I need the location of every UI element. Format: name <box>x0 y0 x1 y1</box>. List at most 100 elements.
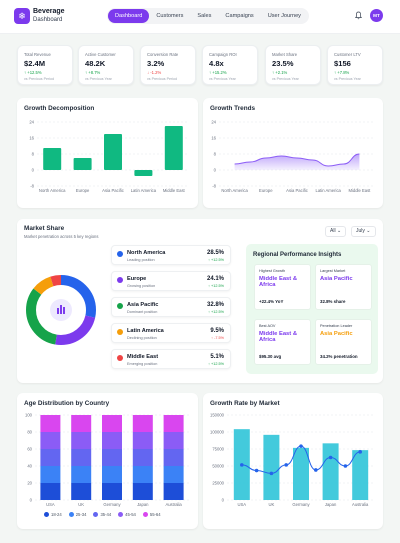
age-distribution-card: Age Distribution by Country 100 80 60 40 20 0… <box>17 393 198 529</box>
y-tick-label: 8 <box>214 152 217 157</box>
month-filter-dropdown[interactable]: July ⌄ <box>351 226 376 237</box>
insight-value: Middle East & Africa <box>259 276 298 289</box>
insight-card-largest-market[interactable]: Largest Market Asia Pacific 32.8% share <box>315 264 372 310</box>
x-tick-label: Japan <box>325 502 337 507</box>
y-tick-label: 0 <box>30 498 33 503</box>
trend-point <box>343 464 348 468</box>
insight-stat: $95.30 avg <box>259 354 282 359</box>
insight-label: Best AOV <box>259 324 276 328</box>
series-line <box>234 153 360 167</box>
stacked-bar-segment <box>163 483 184 500</box>
bar <box>104 134 122 170</box>
y-tick-label: -8 <box>30 184 34 189</box>
tab-dashboard[interactable]: Dashboard <box>108 9 150 23</box>
stacked-bar-segment <box>163 449 184 466</box>
market-share-item-middle-east[interactable]: Middle East Emerging position 5.1% ↑ +12… <box>111 349 231 369</box>
x-tick-label: Australia <box>352 502 369 507</box>
kpi-label: Campaign ROI <box>209 52 237 57</box>
market-share-item-europe[interactable]: Europe Growing position 24.1% ↑ +12.5% <box>111 271 231 291</box>
region-status: Emerging position <box>127 362 158 366</box>
y-tick-label: 75000 <box>212 447 224 452</box>
legend-item[interactable]: 25-34 <box>68 512 86 517</box>
region-share: 9.5% <box>210 328 224 334</box>
legend-item[interactable]: 45-54 <box>118 512 136 517</box>
x-tick-label: Australia <box>165 502 182 507</box>
region-status: Dominant position <box>127 310 158 314</box>
stacked-bar-segment <box>102 415 122 432</box>
kpi-card-market-share: Market Share 23.5% ↑ +2.1% vs Previous Y… <box>265 45 321 85</box>
bell-icon[interactable] <box>355 11 362 20</box>
kpi-value: $2.4M <box>24 59 46 68</box>
avatar[interactable]: MT <box>370 9 383 22</box>
regional-insights-panel: Regional Performance Insights Highest Gr… <box>246 244 378 374</box>
legend-dot <box>93 512 99 517</box>
stacked-bar-segment <box>163 432 184 449</box>
legend-item[interactable]: 55-64 <box>142 512 161 517</box>
y-tick-label: 60 <box>27 447 32 452</box>
card-title: Growth Trends <box>210 105 256 112</box>
kpi-label: Total Revenue <box>24 52 51 57</box>
market-share-donut <box>26 275 96 345</box>
kpi-delta: ↑ +12.5% <box>24 70 42 75</box>
tab-customers[interactable]: Customers <box>156 13 184 19</box>
snowflake-icon[interactable]: ❄ <box>14 8 30 24</box>
region-filter-dropdown[interactable]: All ⌄ <box>325 226 347 237</box>
stacked-bar-segment <box>40 466 61 483</box>
y-tick-label: 100000 <box>210 430 225 435</box>
main-nav: Dashboard Customers Sales Campaigns User… <box>107 8 309 24</box>
kpi-note: vs Previous Year <box>209 77 236 81</box>
x-tick-label: Middle East <box>348 188 371 193</box>
region-name: North America <box>127 250 166 256</box>
x-tick-label: Europe <box>76 188 90 193</box>
kpi-delta: ↓ -1.2% <box>147 70 162 75</box>
donut-slice <box>26 275 96 345</box>
x-tick-label: UK <box>78 502 84 507</box>
chart-icon-bar <box>63 307 65 314</box>
card-title: Growth Rate by Market <box>210 400 280 407</box>
kpi-label: Customer LTV <box>334 52 361 57</box>
y-tick-label: 20 <box>27 481 32 486</box>
legend-dot <box>68 512 74 517</box>
growth-trends-card: Growth Trends 24 16 8 0 -8 North America Europ… <box>203 98 383 208</box>
insight-card-penetration-leader[interactable]: Penetration Leader Asia Pacific 34.2% pe… <box>315 319 372 365</box>
insight-value: Asia Pacific <box>320 331 353 337</box>
region-share: 24.1% <box>206 276 224 282</box>
month-filter-value: July <box>356 228 365 234</box>
tab-user-journey[interactable]: User Journey <box>267 13 301 19</box>
market-share-item-asia-pacific[interactable]: Asia Pacific Dominant position 32.8% ↑ +… <box>111 297 231 317</box>
market-share-item-latin-america[interactable]: Latin America Declining position 9.5% ↑ … <box>111 323 231 343</box>
region-share: 32.8% <box>206 302 224 308</box>
insight-card-best-aov[interactable]: Best AOV Middle East & Africa $95.30 avg <box>254 319 311 365</box>
tab-campaigns[interactable]: Campaigns <box>225 13 254 19</box>
legend-label: 35-44 <box>100 512 112 517</box>
x-tick-label: Latin America <box>316 188 342 193</box>
market-share-item-north-america[interactable]: North America Leading position 28.5% ↑ +… <box>111 245 231 265</box>
growth-rate-chart: 150000 100000 75000 50000 25000 0 USA UK Germany… <box>210 413 375 507</box>
bar <box>263 434 280 500</box>
x-tick-label: North America <box>221 188 248 193</box>
region-name: Europe <box>127 276 147 282</box>
trend-point <box>254 468 259 473</box>
x-tick-label: UK <box>268 502 274 507</box>
insight-card-highest-growth[interactable]: Highest Growth Middle East & Africa +22.… <box>254 264 311 310</box>
x-tick-label: Japan <box>137 502 149 507</box>
trend-point <box>240 463 244 467</box>
trend-point <box>358 450 362 454</box>
stacked-bar-segment <box>132 432 153 449</box>
legend-item[interactable]: 35-44 <box>93 512 111 517</box>
legend-item[interactable]: 18-24 <box>44 512 62 517</box>
bar <box>73 158 92 170</box>
region-status: Declining position <box>127 336 157 340</box>
trend-point <box>328 455 333 460</box>
chevron-down-icon: ⌄ <box>336 228 342 234</box>
tab-sales[interactable]: Sales <box>197 13 212 19</box>
legend-dot <box>142 512 148 517</box>
legend-label: 18-24 <box>51 512 62 517</box>
x-tick-label: Germany <box>103 502 121 507</box>
trend-point <box>299 444 303 448</box>
stacked-bar-segment <box>71 449 92 466</box>
bar <box>164 126 183 170</box>
brand-subtitle: Dashboard <box>33 17 63 23</box>
y-tick-label: 100 <box>25 413 33 418</box>
y-tick-label: 0 <box>214 168 217 173</box>
